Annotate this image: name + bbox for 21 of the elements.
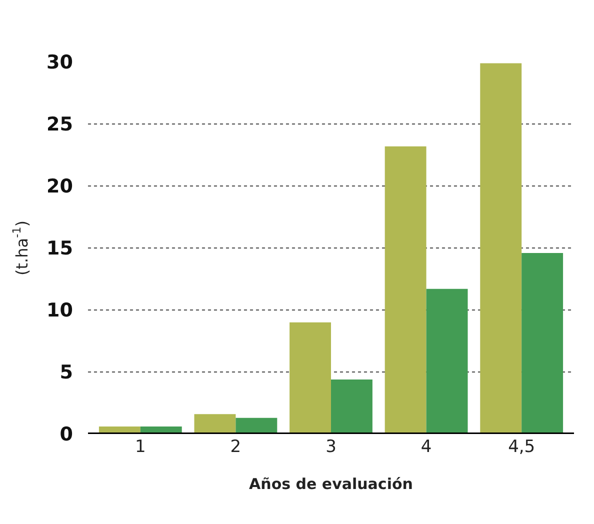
x-tick-label: 1 xyxy=(134,437,146,457)
bar xyxy=(290,322,331,434)
x-axis-title: Años de evaluación xyxy=(249,475,413,493)
y-tick-label: 25 xyxy=(46,114,73,136)
bar xyxy=(236,418,278,434)
bar xyxy=(426,288,468,434)
bar xyxy=(480,63,522,434)
bar xyxy=(331,379,372,434)
y-tick-label: 15 xyxy=(46,238,73,260)
x-tick-label: 4 xyxy=(420,437,432,457)
y-tick-label: 20 xyxy=(46,176,73,198)
x-tick-label: 4,5 xyxy=(508,437,536,457)
y-tick-label: 30 xyxy=(46,52,73,74)
x-tick-label: 2 xyxy=(230,437,242,457)
bar xyxy=(194,414,236,434)
y-tick-label: 0 xyxy=(60,424,73,446)
bar xyxy=(522,252,564,434)
x-tick-label: 3 xyxy=(326,437,336,457)
y-tick-label: 5 xyxy=(60,362,73,384)
bar xyxy=(384,146,426,434)
y-tick-label: 10 xyxy=(46,300,73,322)
